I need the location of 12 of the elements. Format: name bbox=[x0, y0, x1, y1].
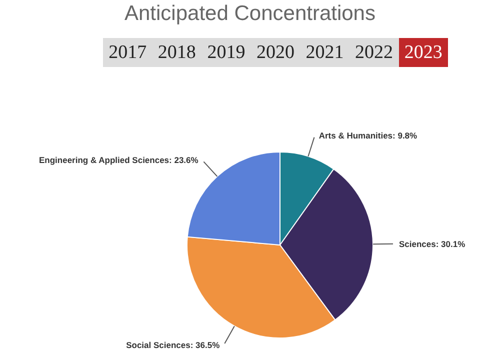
text: 2022 bbox=[354, 41, 394, 65]
text: 2021 bbox=[304, 41, 345, 65]
text: 2018 bbox=[156, 41, 197, 65]
slice-label: Engineering & Applied Sciences: 23.6% bbox=[38, 155, 199, 166]
text: 2019 bbox=[206, 41, 246, 65]
slice-label: Social Sciences: 36.5% bbox=[126, 340, 220, 350]
text: 2020 bbox=[255, 41, 296, 65]
slice-label: Arts & Humanities: 9.8% bbox=[318, 130, 418, 140]
text: 2023 bbox=[398, 38, 448, 67]
slice-label: Sciences: 30.1% bbox=[398, 238, 466, 249]
chart-title: Anticipated Concentrations bbox=[124, 2, 376, 26]
text: 2017 bbox=[108, 41, 148, 65]
